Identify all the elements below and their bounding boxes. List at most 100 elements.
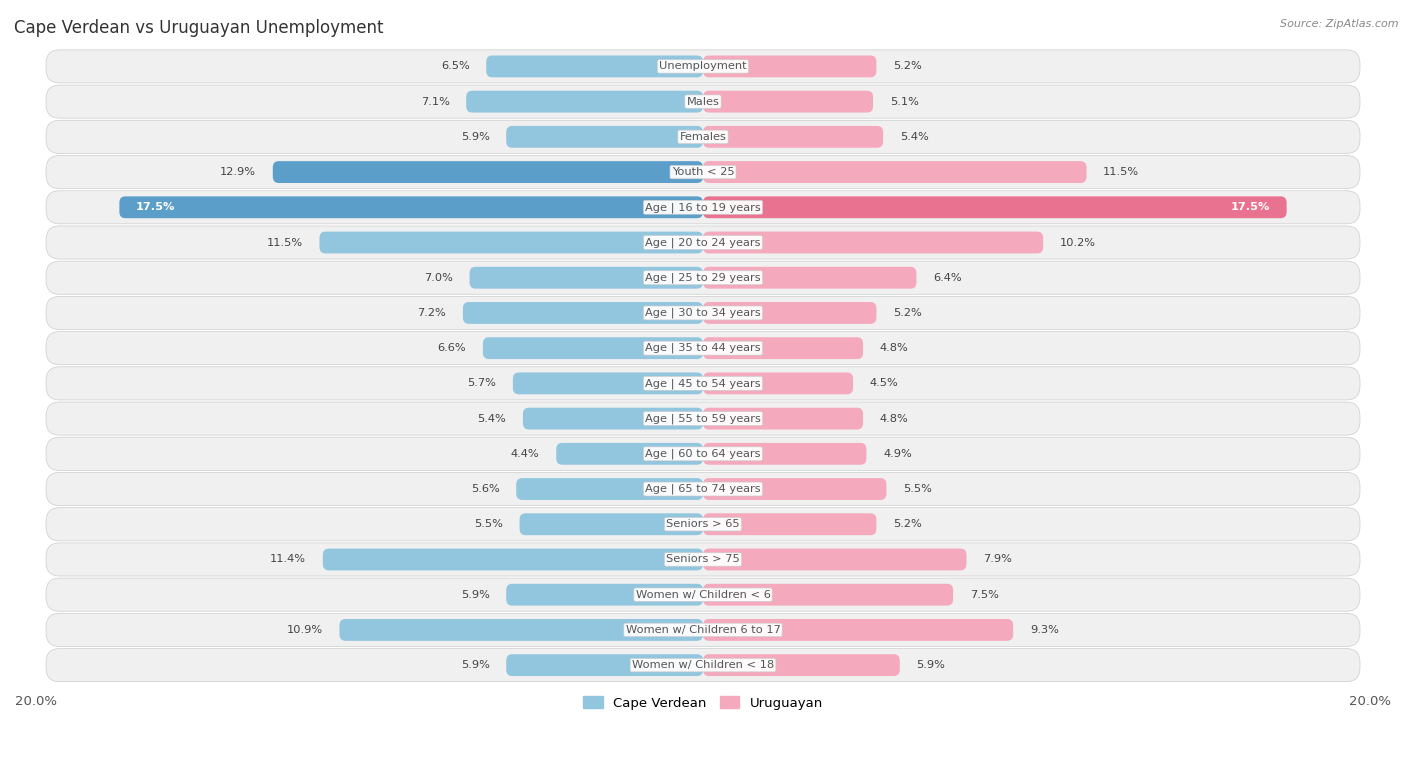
Text: Seniors > 65: Seniors > 65 — [666, 519, 740, 529]
FancyBboxPatch shape — [46, 191, 1360, 224]
FancyBboxPatch shape — [46, 332, 1360, 365]
FancyBboxPatch shape — [506, 584, 703, 606]
FancyBboxPatch shape — [506, 126, 703, 148]
FancyBboxPatch shape — [703, 266, 917, 288]
Text: 17.5%: 17.5% — [136, 202, 176, 212]
FancyBboxPatch shape — [703, 196, 1286, 218]
Text: 4.4%: 4.4% — [510, 449, 540, 459]
Text: 5.2%: 5.2% — [893, 61, 922, 71]
Text: Cape Verdean vs Uruguayan Unemployment: Cape Verdean vs Uruguayan Unemployment — [14, 19, 384, 37]
FancyBboxPatch shape — [516, 478, 703, 500]
Text: Women w/ Children < 6: Women w/ Children < 6 — [636, 590, 770, 600]
Text: Women w/ Children < 18: Women w/ Children < 18 — [631, 660, 775, 670]
FancyBboxPatch shape — [523, 408, 703, 429]
FancyBboxPatch shape — [486, 55, 703, 77]
Text: 17.5%: 17.5% — [1230, 202, 1270, 212]
Text: 10.9%: 10.9% — [287, 625, 323, 635]
FancyBboxPatch shape — [46, 613, 1360, 646]
FancyBboxPatch shape — [557, 443, 703, 465]
Text: 11.4%: 11.4% — [270, 554, 307, 565]
Text: 5.9%: 5.9% — [461, 590, 489, 600]
FancyBboxPatch shape — [46, 155, 1360, 188]
FancyBboxPatch shape — [506, 654, 703, 676]
Text: 7.1%: 7.1% — [420, 97, 450, 107]
FancyBboxPatch shape — [46, 297, 1360, 329]
FancyBboxPatch shape — [470, 266, 703, 288]
Text: 4.9%: 4.9% — [883, 449, 912, 459]
Text: Females: Females — [679, 132, 727, 142]
FancyBboxPatch shape — [46, 226, 1360, 259]
FancyBboxPatch shape — [46, 508, 1360, 540]
FancyBboxPatch shape — [703, 549, 966, 570]
Text: Youth < 25: Youth < 25 — [672, 167, 734, 177]
Text: 4.5%: 4.5% — [870, 378, 898, 388]
Text: Age | 65 to 74 years: Age | 65 to 74 years — [645, 484, 761, 494]
Text: Age | 60 to 64 years: Age | 60 to 64 years — [645, 449, 761, 459]
FancyBboxPatch shape — [319, 232, 703, 254]
FancyBboxPatch shape — [703, 302, 876, 324]
Text: Age | 55 to 59 years: Age | 55 to 59 years — [645, 413, 761, 424]
FancyBboxPatch shape — [703, 654, 900, 676]
FancyBboxPatch shape — [467, 91, 703, 113]
FancyBboxPatch shape — [703, 619, 1014, 641]
FancyBboxPatch shape — [46, 438, 1360, 470]
FancyBboxPatch shape — [703, 443, 866, 465]
Text: 5.5%: 5.5% — [903, 484, 932, 494]
Text: 7.0%: 7.0% — [425, 273, 453, 282]
Text: 11.5%: 11.5% — [267, 238, 302, 248]
FancyBboxPatch shape — [46, 472, 1360, 506]
Text: 4.8%: 4.8% — [880, 343, 908, 354]
Text: Women w/ Children 6 to 17: Women w/ Children 6 to 17 — [626, 625, 780, 635]
Text: Age | 30 to 34 years: Age | 30 to 34 years — [645, 307, 761, 318]
Text: 10.2%: 10.2% — [1060, 238, 1095, 248]
Text: 6.6%: 6.6% — [437, 343, 467, 354]
FancyBboxPatch shape — [46, 120, 1360, 154]
FancyBboxPatch shape — [339, 619, 703, 641]
Text: Age | 20 to 24 years: Age | 20 to 24 years — [645, 237, 761, 248]
FancyBboxPatch shape — [703, 408, 863, 429]
Text: 4.8%: 4.8% — [880, 413, 908, 424]
Text: 5.6%: 5.6% — [471, 484, 499, 494]
FancyBboxPatch shape — [46, 402, 1360, 435]
FancyBboxPatch shape — [703, 161, 1087, 183]
FancyBboxPatch shape — [703, 337, 863, 359]
FancyBboxPatch shape — [513, 372, 703, 394]
FancyBboxPatch shape — [273, 161, 703, 183]
FancyBboxPatch shape — [482, 337, 703, 359]
Text: 5.5%: 5.5% — [474, 519, 503, 529]
Text: Age | 25 to 29 years: Age | 25 to 29 years — [645, 273, 761, 283]
FancyBboxPatch shape — [46, 50, 1360, 83]
Text: Age | 45 to 54 years: Age | 45 to 54 years — [645, 378, 761, 388]
Text: 5.1%: 5.1% — [890, 97, 918, 107]
FancyBboxPatch shape — [120, 196, 703, 218]
Text: 5.9%: 5.9% — [917, 660, 945, 670]
FancyBboxPatch shape — [46, 261, 1360, 294]
Text: 6.5%: 6.5% — [441, 61, 470, 71]
Text: 5.2%: 5.2% — [893, 308, 922, 318]
FancyBboxPatch shape — [520, 513, 703, 535]
FancyBboxPatch shape — [703, 126, 883, 148]
Text: Age | 16 to 19 years: Age | 16 to 19 years — [645, 202, 761, 213]
FancyBboxPatch shape — [46, 578, 1360, 611]
FancyBboxPatch shape — [46, 367, 1360, 400]
Text: 7.2%: 7.2% — [418, 308, 446, 318]
FancyBboxPatch shape — [703, 372, 853, 394]
FancyBboxPatch shape — [463, 302, 703, 324]
Text: Source: ZipAtlas.com: Source: ZipAtlas.com — [1281, 19, 1399, 29]
Text: 5.4%: 5.4% — [478, 413, 506, 424]
FancyBboxPatch shape — [323, 549, 703, 570]
Text: Males: Males — [686, 97, 720, 107]
Text: 11.5%: 11.5% — [1104, 167, 1139, 177]
Text: 6.4%: 6.4% — [934, 273, 962, 282]
FancyBboxPatch shape — [703, 513, 876, 535]
FancyBboxPatch shape — [703, 232, 1043, 254]
Text: Seniors > 75: Seniors > 75 — [666, 554, 740, 565]
FancyBboxPatch shape — [703, 55, 876, 77]
Text: 9.3%: 9.3% — [1029, 625, 1059, 635]
FancyBboxPatch shape — [703, 584, 953, 606]
Text: 5.2%: 5.2% — [893, 519, 922, 529]
Text: Unemployment: Unemployment — [659, 61, 747, 71]
FancyBboxPatch shape — [46, 543, 1360, 576]
Text: 7.9%: 7.9% — [983, 554, 1012, 565]
FancyBboxPatch shape — [46, 85, 1360, 118]
